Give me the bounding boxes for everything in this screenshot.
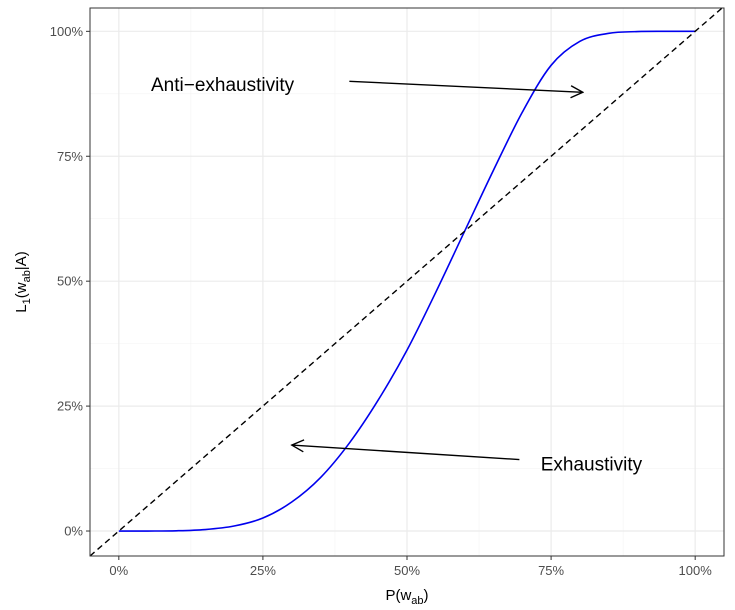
annotation-label: Exhaustivity: [541, 455, 643, 476]
annotation-arrow: [349, 80, 582, 92]
y-tick-label: 50%: [57, 274, 83, 289]
x-tick-label: 25%: [250, 563, 276, 578]
annotation-arrow: [292, 445, 520, 461]
y-axis-title: L1(wab|A): [13, 251, 33, 312]
x-tick-label: 75%: [538, 563, 564, 578]
series-layer: [90, 8, 724, 556]
x-tick-label: 100%: [679, 563, 713, 578]
grid: [90, 8, 724, 556]
x-tick-label: 0%: [109, 563, 128, 578]
x-axis-title: P(wab): [385, 587, 428, 607]
axis-ticks: 0% 25% 50% 75% 100% 0% 25% 50% 75% 100%: [50, 24, 712, 578]
x-tick-label: 50%: [394, 563, 420, 578]
y-tick-label: 75%: [57, 149, 83, 164]
annotations: Anti−exhaustivity Exhaustivity: [151, 75, 643, 476]
y-tick-label: 0%: [64, 524, 83, 539]
y-tick-label: 25%: [57, 399, 83, 414]
l1-curve: [118, 30, 696, 532]
y-tick-label: 100%: [50, 24, 84, 39]
annotation-label: Anti−exhaustivity: [151, 75, 295, 96]
